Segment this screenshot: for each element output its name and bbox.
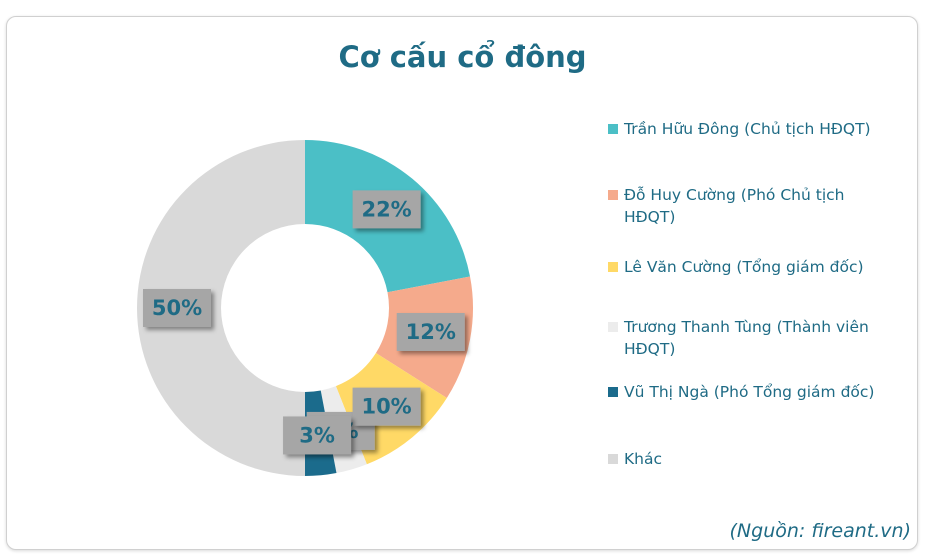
label-box: [352, 190, 421, 229]
label-text: 3%: [299, 423, 335, 447]
data-label: 10%: [352, 387, 421, 426]
legend-item: Trần Hữu Đông (Chủ tịch HĐQT): [608, 118, 898, 140]
data-label: 3%: [283, 416, 352, 455]
legend-item: Trương Thanh Tùng (Thành viên HĐQT): [608, 316, 898, 360]
label-text: 50%: [152, 296, 202, 320]
data-label: 22%: [352, 190, 421, 229]
legend-swatch: [608, 454, 618, 464]
legend-label: Vũ Thị Ngà (Phó Tổng giám đốc): [624, 383, 875, 401]
data-label: 12%: [396, 312, 465, 351]
legend-item: Lê Văn Cường (Tổng giám đốc): [608, 256, 898, 278]
legend-item: Khác: [608, 448, 898, 470]
donut-slice: [137, 140, 305, 476]
label-text: 12%: [406, 320, 456, 344]
legend-label: Trần Hữu Đông (Chủ tịch HĐQT): [624, 120, 871, 138]
legend-item: Đỗ Huy Cường (Phó Chủ tịch HĐQT): [608, 184, 898, 228]
source: (Nguồn: fireant.vn): [729, 520, 911, 542]
legend-swatch: [608, 387, 618, 397]
legend-label: Lê Văn Cường (Tổng giám đốc): [624, 258, 864, 276]
label-text: 10%: [361, 395, 411, 419]
legend-label: Trương Thanh Tùng (Thành viên HĐQT): [624, 318, 869, 358]
data-label: 50%: [143, 289, 211, 327]
legend-label: Đỗ Huy Cường (Phó Chủ tịch HĐQT): [624, 186, 845, 226]
legend-swatch: [608, 190, 618, 200]
label-text: 22%: [361, 197, 411, 221]
label-box: [283, 416, 352, 455]
label-box: [352, 387, 421, 426]
legend-swatch: [608, 124, 618, 134]
label-box: [396, 312, 465, 351]
legend-label: Khác: [624, 450, 663, 468]
label-box: [143, 289, 211, 327]
chart-title: Cơ cấu cổ đông: [338, 40, 587, 74]
legend-item: Vũ Thị Ngà (Phó Tổng giám đốc): [608, 381, 898, 403]
legend-swatch: [608, 322, 618, 332]
legend-swatch: [608, 262, 618, 272]
